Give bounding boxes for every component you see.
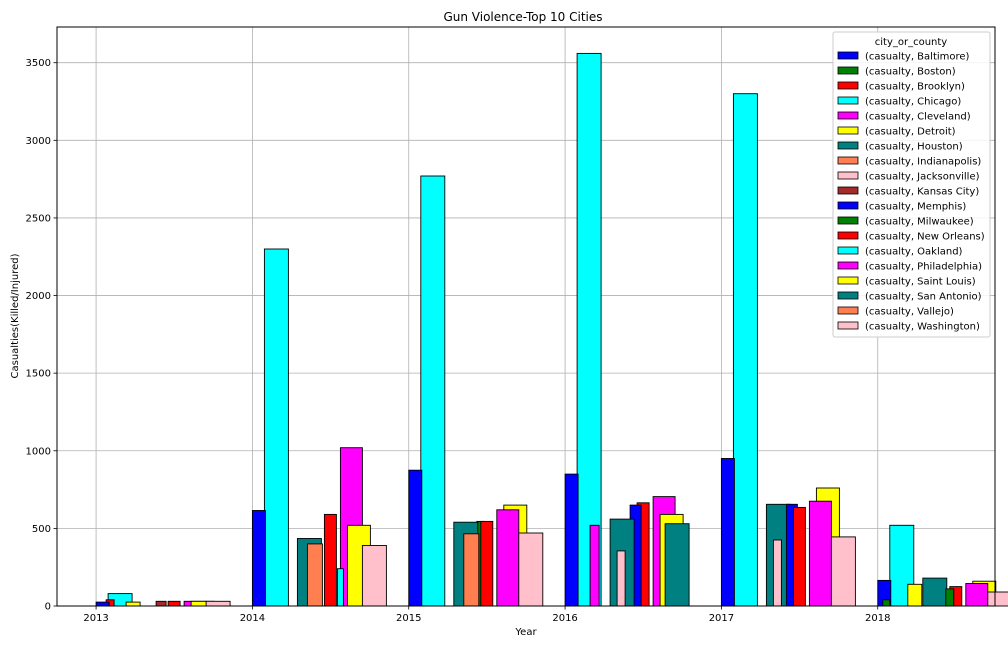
bar-casualty-jacksonville-2017 xyxy=(772,539,782,607)
bar-casualty-washington-2018 xyxy=(987,591,1008,607)
legend-items: (casualty, Baltimore) (casualty, Boston) (… xyxy=(837,51,985,333)
x-tick-label: 2015 xyxy=(396,613,421,624)
legend-label: (casualty, Milwaukee) xyxy=(865,217,974,228)
chart-title: Gun Violence-Top 10 Cities xyxy=(443,10,602,24)
legend-swatch xyxy=(837,261,859,270)
bar-casualty-milwaukee-2018 xyxy=(945,588,955,607)
bar-casualty-washington-2014 xyxy=(361,545,387,607)
legend-label: (casualty, Philadelphia) xyxy=(865,262,982,273)
legend-label: (casualty, Saint Louis) xyxy=(865,277,976,288)
legend-label: (casualty, Memphis) xyxy=(865,202,966,213)
legend-swatch xyxy=(837,216,859,225)
bar-casualty-kansas-city-2013 xyxy=(155,600,167,607)
bar-casualty-detroit-2018 xyxy=(907,583,923,607)
legend-label: (casualty, Vallejo) xyxy=(865,307,954,318)
plot-frame xyxy=(56,26,996,607)
legend-title: city_or_county xyxy=(875,37,948,48)
legend-swatch xyxy=(837,141,859,150)
legend-label: (casualty, Houston) xyxy=(865,142,963,153)
bar-casualty-philadelphia-2017 xyxy=(808,500,832,607)
bar-casualty-washington-2017 xyxy=(830,536,856,607)
bar-casualty-baltimore-2013 xyxy=(95,601,110,607)
bar-casualty-washington-2015 xyxy=(518,532,544,607)
legend-label: (casualty, Kansas City) xyxy=(865,187,979,198)
bar-casualty-boston-2018 xyxy=(882,599,891,607)
bar-casualty-washington-2013 xyxy=(205,600,231,607)
bar-casualty-houston-2018 xyxy=(922,577,948,607)
legend-label: (casualty, Baltimore) xyxy=(865,52,970,63)
bar-casualty-oakland-2014 xyxy=(336,568,344,607)
legend-label: (casualty, Jacksonville) xyxy=(865,172,980,183)
x-tick-label: 2017 xyxy=(709,613,734,624)
legend-label: (casualty, Detroit) xyxy=(865,127,956,138)
bar-casualty-jacksonville-2016 xyxy=(616,550,626,607)
legend-label: (casualty, Brooklyn) xyxy=(865,82,965,93)
y-tick-label: 3500 xyxy=(26,58,51,69)
bar-casualty-philadelphia-2018 xyxy=(965,583,989,607)
legend-swatch xyxy=(837,201,859,210)
legend-label: (casualty, San Antonio) xyxy=(865,292,982,303)
bar-casualty-detroit-2013 xyxy=(125,601,141,607)
legend-swatch xyxy=(837,186,859,195)
legend-swatch xyxy=(837,321,859,330)
bar-casualty-new-orleans-2013 xyxy=(167,600,181,607)
bar-casualty-indianapolis-2014 xyxy=(306,543,323,607)
legend-swatch xyxy=(837,156,859,165)
bar-casualty-san-antonio-2016 xyxy=(664,523,690,607)
legend-label: (casualty, Indianapolis) xyxy=(865,157,981,168)
bar-casualty-baltimore-2015 xyxy=(408,469,423,607)
bar-casualty-baltimore-2014 xyxy=(251,510,266,607)
legend-swatch xyxy=(837,126,859,135)
legend-box xyxy=(832,31,991,338)
x-tick-label: 2013 xyxy=(83,613,108,624)
bar-casualty-cleveland-2016 xyxy=(589,524,600,607)
bar-casualty-new-orleans-2017 xyxy=(792,506,806,607)
bar-casualty-indianapolis-2015 xyxy=(463,533,480,607)
x-tick-label: 2014 xyxy=(240,613,265,624)
legend-swatch xyxy=(837,81,859,90)
y-tick-label: 3000 xyxy=(26,136,51,147)
y-axis-ticks: 0 500 1000 1500 2000 2500 3000 3500 xyxy=(26,58,57,613)
legend: city_or_county (casualty, Baltimore)(cas… xyxy=(832,31,991,338)
legend-label: (casualty, Boston) xyxy=(865,67,956,78)
bar-casualty-chicago-2015 xyxy=(420,175,446,607)
legend-label: (casualty, Washington) xyxy=(865,322,980,333)
bars-layer xyxy=(95,52,1008,607)
bar-casualty-chicago-2016 xyxy=(576,52,602,607)
legend-label: (casualty, Chicago) xyxy=(865,97,961,108)
bar-casualty-chicago-2014 xyxy=(263,248,289,607)
bar-casualty-new-orleans-2014 xyxy=(323,513,337,607)
bar-casualty-new-orleans-2015 xyxy=(480,520,494,607)
legend-swatch xyxy=(837,111,859,120)
legend-swatch xyxy=(837,306,859,315)
bar-casualty-baltimore-2016 xyxy=(564,473,579,607)
y-tick-label: 500 xyxy=(32,524,51,535)
y-tick-label: 2000 xyxy=(26,291,51,302)
y-tick-label: 1500 xyxy=(26,369,51,380)
legend-swatch xyxy=(837,231,859,240)
y-tick-label: 2500 xyxy=(26,213,51,224)
y-tick-label: 1000 xyxy=(26,446,51,457)
y-tick-label: 0 xyxy=(45,602,51,613)
bar-casualty-philadelphia-2015 xyxy=(496,509,520,607)
legend-swatch xyxy=(837,66,859,75)
y-axis-title: Casualties(Killed/Injured) xyxy=(10,253,21,378)
bar-casualty-baltimore-2017 xyxy=(720,458,735,607)
x-tick-label: 2016 xyxy=(552,613,577,624)
x-axis-ticks: 2013 2014 2015 2016 2017 2018 xyxy=(83,606,890,624)
legend-swatch xyxy=(837,276,859,285)
legend-swatch xyxy=(837,96,859,105)
legend-label: (casualty, Cleveland) xyxy=(865,112,971,123)
legend-label: (casualty, Oakland) xyxy=(865,247,963,258)
legend-swatch xyxy=(837,171,859,180)
x-tick-label: 2018 xyxy=(865,613,890,624)
legend-swatch xyxy=(837,51,859,60)
x-axis-title: Year xyxy=(514,627,537,638)
bar-casualty-chicago-2017 xyxy=(732,93,758,607)
legend-label: (casualty, New Orleans) xyxy=(865,232,985,243)
legend-swatch xyxy=(837,246,859,255)
legend-swatch xyxy=(837,291,859,300)
